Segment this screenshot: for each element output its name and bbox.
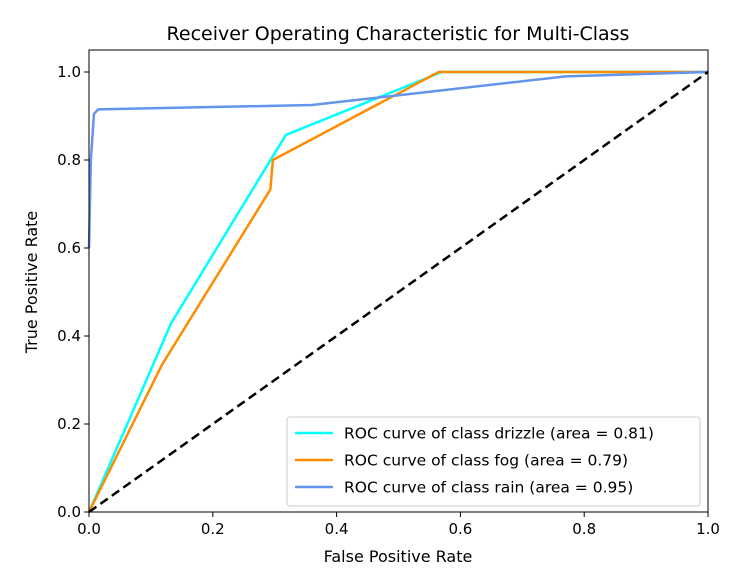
roc-line-series-2 [87,70,709,249]
legend: ROC curve of class drizzle (area = 0.81)… [286,416,701,507]
x-tick-label: 0.4 [325,520,349,538]
y-tick-label: 0.2 [57,415,81,433]
axes-frame [88,49,709,513]
y-tick-label: 0.8 [57,151,81,169]
y-tick-label: 0.0 [57,503,81,521]
ticks-layer: 0.0 0.2 0.4 0.6 0.8 1.0 0.0 0.2 0.4 0.6 0.8 1.0 [57,63,720,538]
legend-box [286,416,701,507]
y-tick-label: 1.0 [57,63,81,81]
roc-line-series-1 [87,70,708,513]
legend-entry-label: ROC curve of class fog (area = 0.79) [344,452,628,470]
x-axis-label: False Positive Rate [324,547,473,566]
x-tick-label: 0.2 [201,520,225,538]
x-tick-label: 0.8 [572,520,596,538]
x-tick-label: 0.0 [77,520,101,538]
y-tick-label: 0.6 [57,239,81,257]
x-tick-label: 1.0 [696,520,720,538]
series-layer [87,70,709,514]
x-tick-label: 0.6 [448,520,472,538]
chance-diagonal-line [88,70,709,514]
chart-title: Receiver Operating Characteristic for Mu… [167,23,630,45]
legend-entry-label: ROC curve of class drizzle (area = 0.81) [344,425,654,443]
y-tick-label: 0.4 [57,327,81,345]
legend-entry-label: ROC curve of class rain (area = 0.95) [344,479,633,497]
y-axis-label: True Positive Rate [22,211,41,355]
